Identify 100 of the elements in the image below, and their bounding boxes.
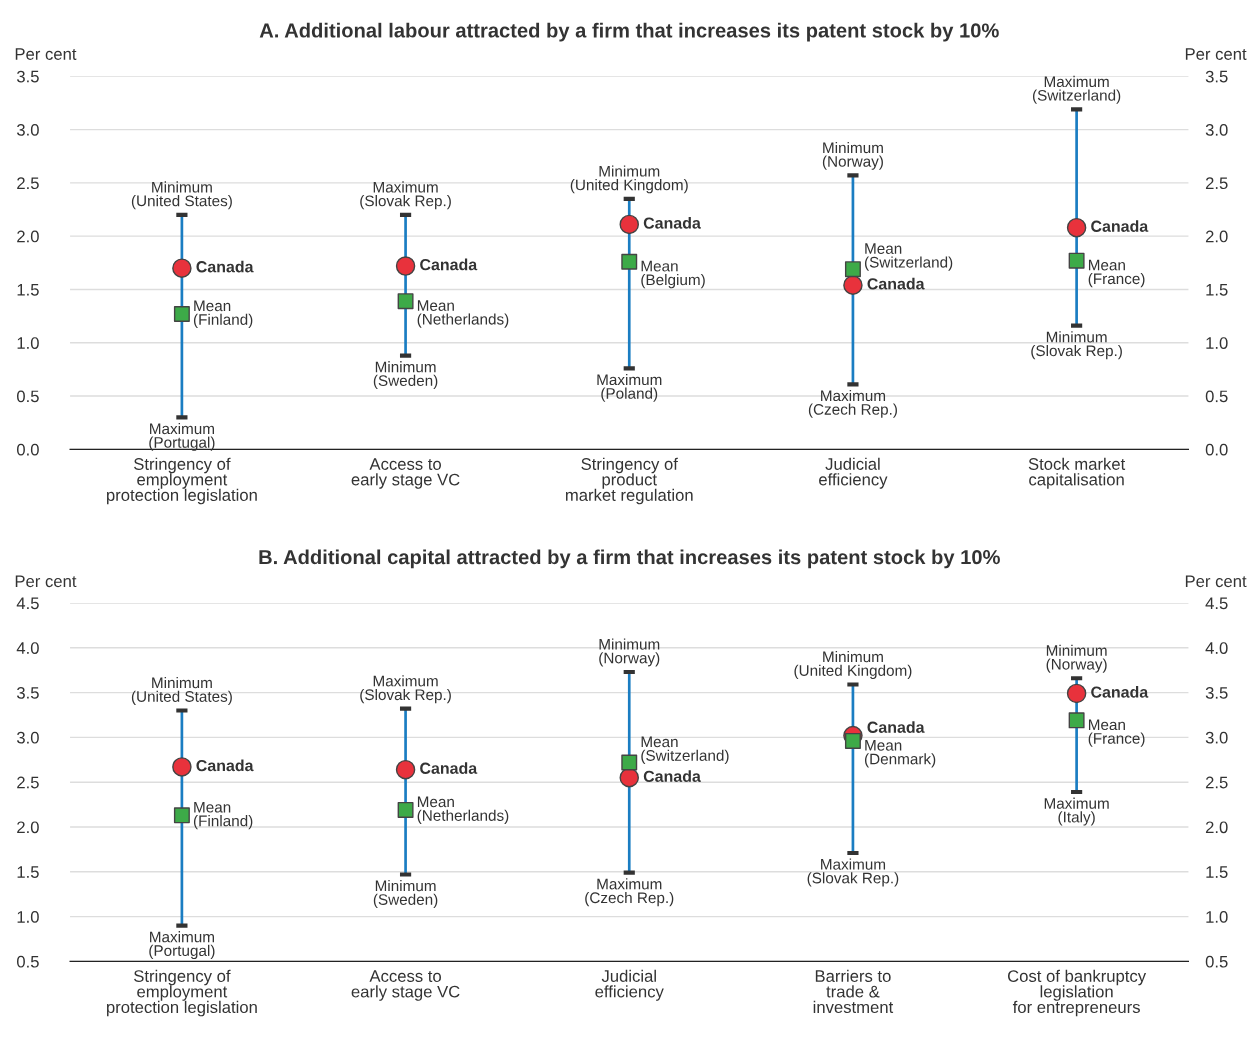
annotation: Maximum (Italy) bbox=[1044, 797, 1109, 826]
annotation: Maximum (Slovak Rep.) bbox=[807, 858, 899, 887]
y2-tick-label: 2.5 bbox=[1205, 776, 1228, 789]
y-tick-label: 1.5 bbox=[17, 866, 39, 878]
annotation: Maximum (Slovak Rep.) bbox=[360, 181, 451, 210]
annotation: Mean (Denmark) bbox=[864, 740, 936, 768]
y-tick-label: 2.0 bbox=[17, 230, 39, 243]
annotation: Minimum (Norway) bbox=[1046, 644, 1107, 673]
series-label: Canada bbox=[196, 260, 254, 273]
annotation: Minimum (United Kingdom) bbox=[794, 651, 912, 679]
point bbox=[844, 732, 861, 749]
y-tick-label: 3.5 bbox=[16, 70, 39, 83]
y2-tick-label: 3.0 bbox=[1205, 731, 1228, 744]
text: Canada bbox=[867, 277, 925, 290]
point bbox=[173, 807, 190, 824]
point bbox=[397, 801, 414, 818]
point bbox=[619, 767, 640, 788]
y2-axis-title: Per cent bbox=[1185, 48, 1247, 60]
x-tick-label: Cost of bankruptcy legislation for entrepreneurs bbox=[1007, 969, 1147, 1017]
point bbox=[173, 306, 190, 322]
y-tick-label: 4.5 bbox=[16, 597, 39, 610]
annotation: Minimum (Norway) bbox=[599, 638, 660, 667]
x-tick-label: Judicial efficiency bbox=[595, 969, 664, 1001]
y-tick-label: 0.0 bbox=[16, 443, 39, 456]
y2-tick-label: 2.0 bbox=[1205, 821, 1228, 834]
chart-title: A. Additional labour attracted by a firm that increases its patent stock by 10% bbox=[259, 22, 999, 42]
annotation: Minimum (United Kingdom) bbox=[570, 165, 688, 194]
y2-tick-label: 0.5 bbox=[1205, 390, 1228, 403]
y2-tick-label: 2.0 bbox=[1205, 230, 1228, 243]
point bbox=[1066, 217, 1087, 238]
y2-tick-label: 3.5 bbox=[1205, 70, 1228, 83]
x-tick-label: Stringency of employment protection legislation bbox=[107, 969, 257, 1017]
annotation: Maximum (Czech Rep.) bbox=[585, 878, 674, 907]
annotation: Mean (Switzerland) bbox=[641, 736, 729, 764]
text: Canada bbox=[643, 217, 701, 229]
y-tick-label: 1.0 bbox=[17, 337, 39, 349]
y2-tick-label: 3.0 bbox=[1205, 123, 1228, 136]
point bbox=[1068, 252, 1085, 269]
point bbox=[395, 759, 416, 780]
annotation: Maximum (Switzerland) bbox=[1032, 75, 1121, 104]
y-tick-label: 2.0 bbox=[17, 821, 39, 834]
text: Canada bbox=[1091, 220, 1149, 232]
annotation: Minimum (Sweden) bbox=[373, 880, 438, 908]
annotation: Maximum (Czech Rep.) bbox=[808, 389, 897, 418]
point bbox=[172, 757, 192, 777]
annotation: Maximum (Slovak Rep.) bbox=[360, 675, 451, 704]
point bbox=[843, 275, 863, 295]
x-tick-label: Access to early stage VC bbox=[351, 970, 460, 1001]
y-tick-label: 3.0 bbox=[16, 731, 39, 744]
y-tick-label: 3.0 bbox=[16, 123, 39, 136]
x-tick-label: Stock market capitalisation bbox=[1028, 457, 1126, 489]
point bbox=[395, 256, 416, 276]
x-tick-label: Access to early stage VC bbox=[351, 458, 460, 489]
annotation: Mean (France) bbox=[1088, 259, 1145, 288]
text: Canada bbox=[420, 762, 478, 774]
x-tick-label: Stringency of employment protection legislation bbox=[107, 457, 257, 505]
y2-tick-label: 2.5 bbox=[1205, 177, 1228, 190]
y-tick-label: 2.5 bbox=[17, 776, 39, 789]
text: Canada bbox=[1091, 686, 1149, 698]
annotation: Mean (Switzerland) bbox=[864, 243, 953, 271]
y-tick-label: 2.5 bbox=[17, 177, 39, 190]
text: Canada bbox=[643, 770, 701, 782]
y2-tick-label: 0.0 bbox=[1205, 443, 1228, 456]
y-tick-label: 0.5 bbox=[16, 955, 39, 968]
y-axis-title: Per cent bbox=[15, 48, 77, 60]
chart-title: B. Additional capital attracted by a firm that increases its patent stock by 10% bbox=[259, 549, 1000, 569]
y2-tick-label: 0.5 bbox=[1205, 955, 1228, 968]
annotation: Mean (Finland) bbox=[193, 801, 253, 830]
y-tick-label: 3.5 bbox=[16, 686, 39, 699]
annotation: Minimum (United States) bbox=[131, 677, 232, 705]
point bbox=[619, 214, 640, 235]
y2-tick-label: 3.5 bbox=[1205, 686, 1228, 699]
text: Canada bbox=[867, 721, 925, 733]
y-tick-label: 1.0 bbox=[17, 911, 39, 923]
y2-tick-label: 1.0 bbox=[1206, 337, 1228, 349]
annotation: Minimum (United States) bbox=[131, 181, 232, 210]
annotation: Mean (Netherlands) bbox=[417, 300, 509, 328]
annotation: Minimum (Norway) bbox=[822, 141, 883, 170]
x-tick-label: Barriers to trade & investment bbox=[813, 969, 894, 1014]
point bbox=[621, 754, 638, 771]
y-tick-label: 0.5 bbox=[16, 390, 39, 403]
y2-tick-label: 1.5 bbox=[1206, 866, 1228, 878]
annotation: Mean (Belgium) bbox=[641, 260, 705, 289]
y-tick-label: 1.5 bbox=[17, 284, 39, 296]
y2-tick-label: 1.5 bbox=[1206, 284, 1228, 296]
point bbox=[1066, 683, 1087, 704]
annotation: Maximum (Poland) bbox=[597, 373, 662, 402]
text: Canada bbox=[420, 258, 478, 271]
y2-tick-label: 4.5 bbox=[1205, 597, 1228, 610]
y-tick-label: 4.0 bbox=[16, 642, 39, 654]
annotation: Mean (Finland) bbox=[193, 300, 253, 328]
point bbox=[397, 293, 414, 310]
y-axis-title: Per cent bbox=[15, 575, 77, 588]
annotation: Maximum (Portugal) bbox=[149, 931, 215, 960]
annotation: Minimum (Sweden) bbox=[373, 361, 438, 390]
x-tick-label: Judicial efficiency bbox=[819, 457, 888, 489]
y2-axis-title: Per cent bbox=[1185, 575, 1247, 588]
annotation: Minimum (Slovak Rep.) bbox=[1031, 331, 1122, 360]
point bbox=[1068, 712, 1085, 729]
y2-tick-label: 4.0 bbox=[1205, 642, 1228, 654]
